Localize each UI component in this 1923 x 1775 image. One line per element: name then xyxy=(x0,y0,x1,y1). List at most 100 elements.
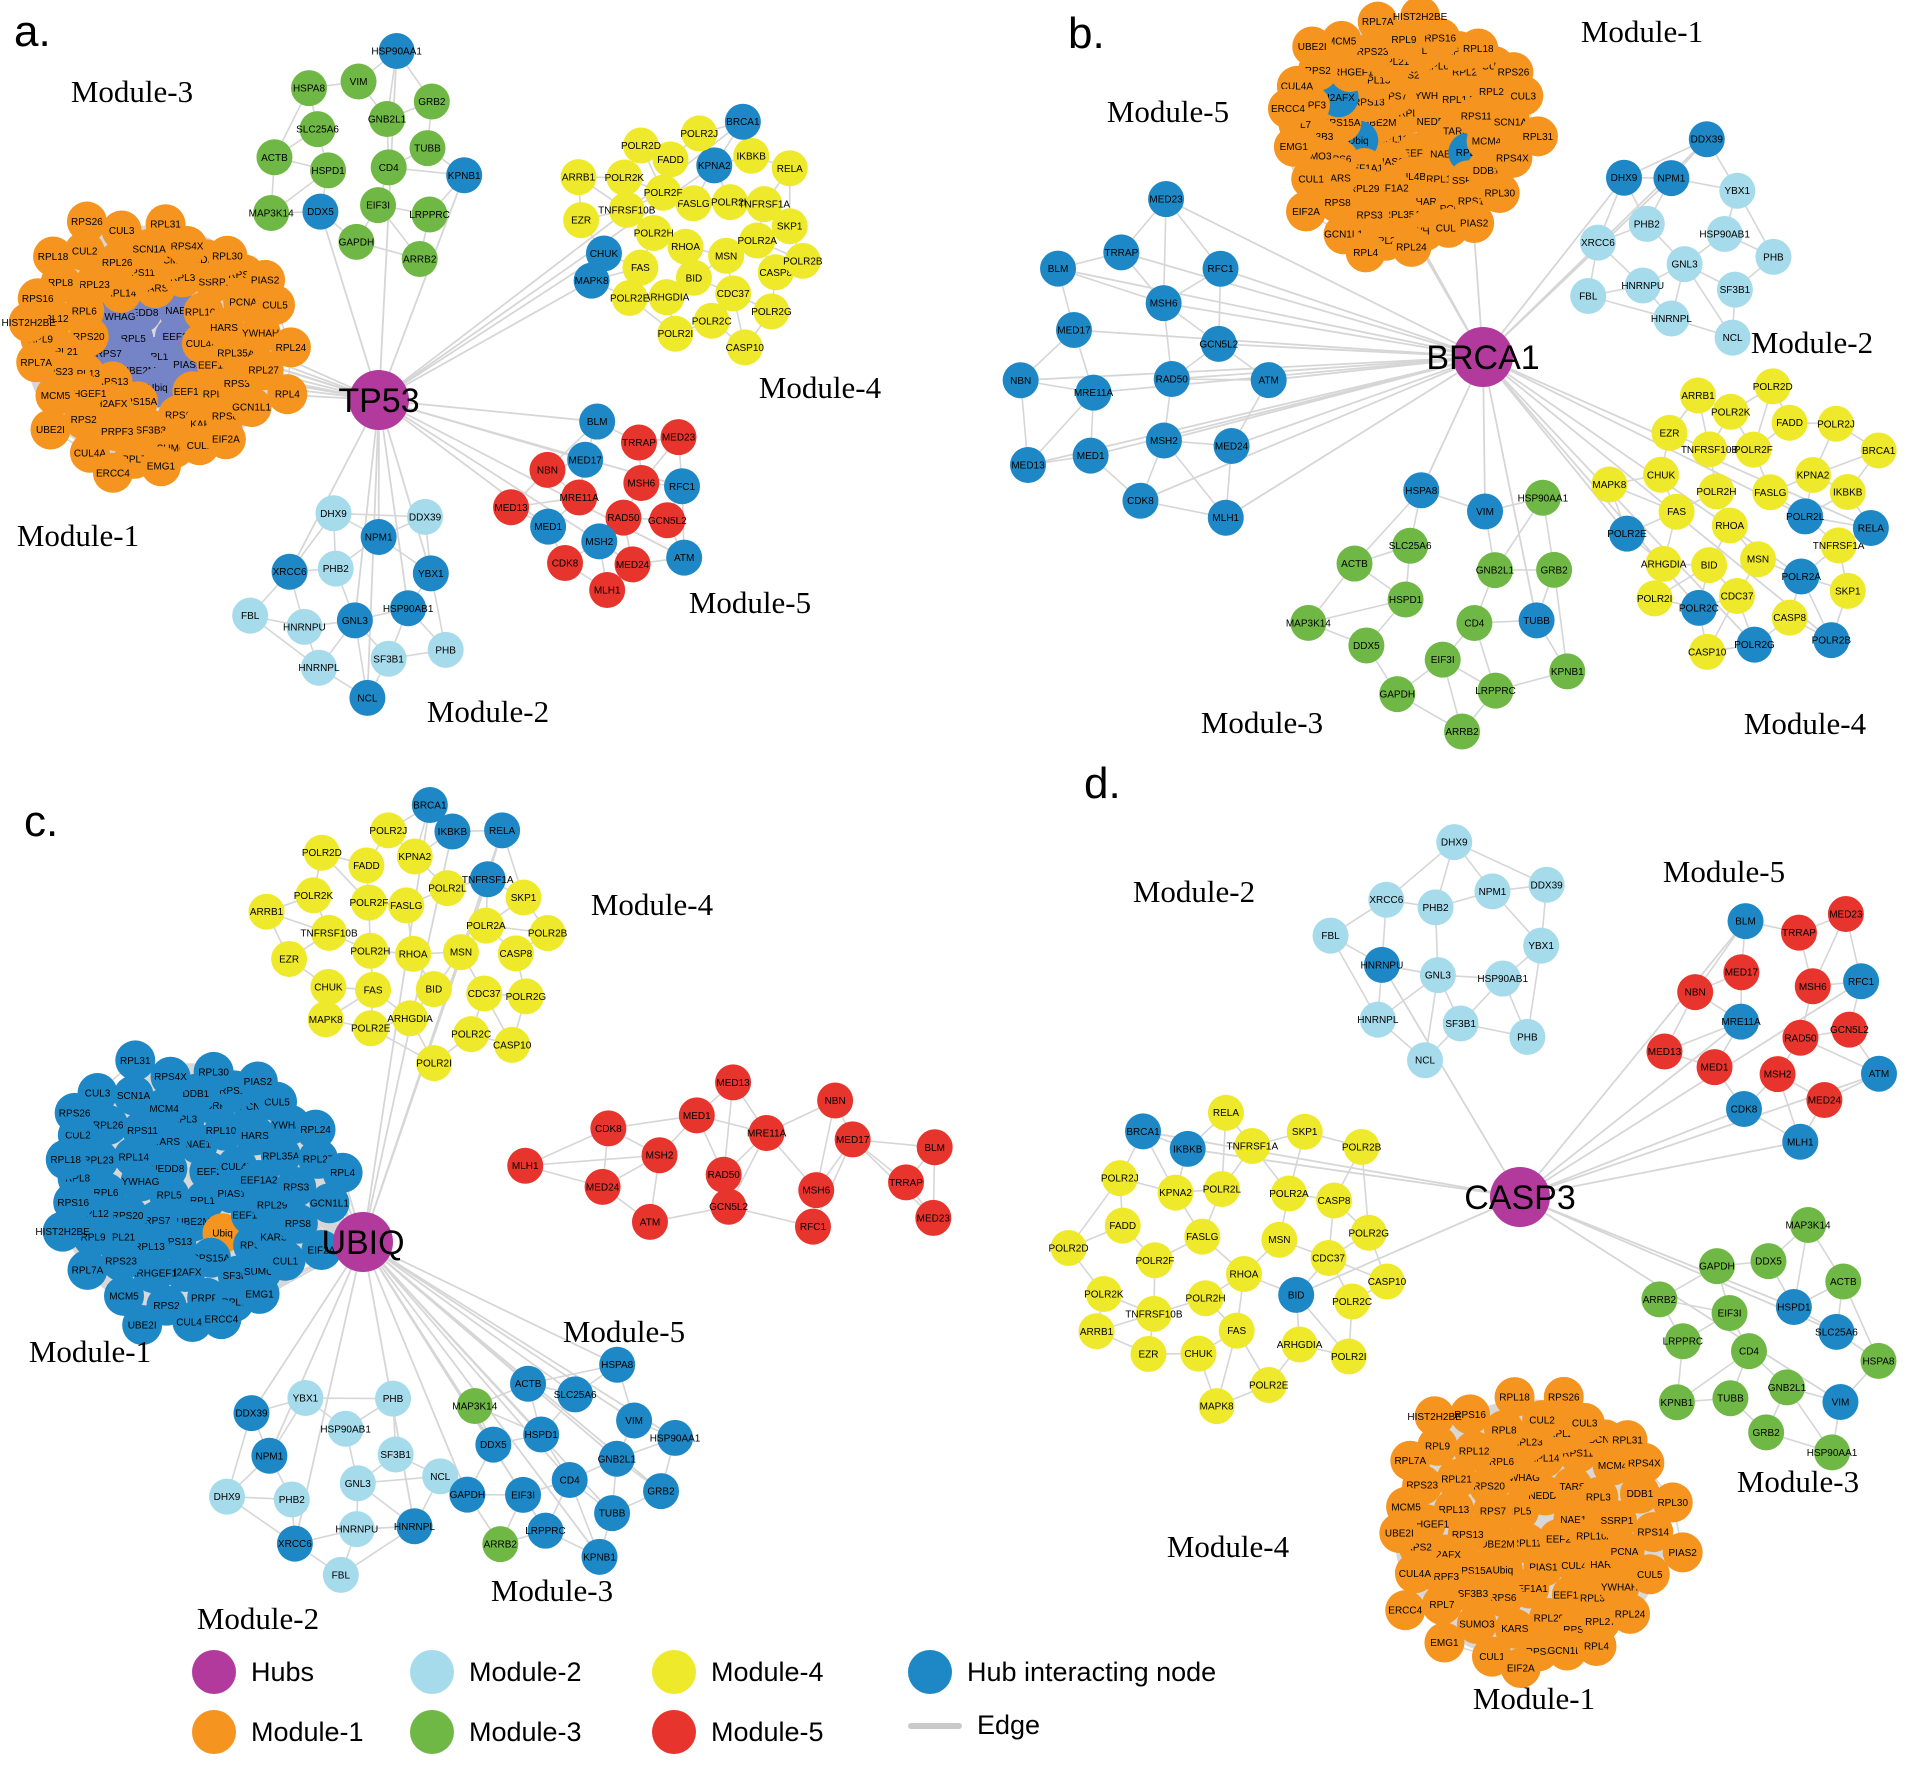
node-label: H2AFX xyxy=(95,399,128,410)
node-label: ATM xyxy=(1869,1069,1889,1080)
node-label: RPS15A xyxy=(119,397,158,408)
node-label: EEF1A2 xyxy=(1371,183,1409,194)
node-ERCC4: ERCC4 xyxy=(92,452,133,493)
node-PHB2: PHB2 xyxy=(317,550,354,587)
node-RPS2: RPS2 xyxy=(63,399,104,440)
node-label: DHX9 xyxy=(1611,173,1638,184)
node-label: POLR2D xyxy=(302,848,342,859)
node-label: PCNA xyxy=(229,297,257,308)
node-label: CUL2 xyxy=(65,1131,91,1142)
node-RPL24: RPL24 xyxy=(295,1109,336,1150)
node-label: POLR2G xyxy=(1348,1228,1389,1239)
node-HSPD1: HSPD1 xyxy=(1387,581,1424,618)
node-ATM: ATM xyxy=(666,539,703,576)
node-label: ARHGEF1 xyxy=(1326,67,1374,78)
node-RHOA: RHOA xyxy=(667,228,704,265)
node-PIAS2: PIAS2 xyxy=(237,1061,278,1102)
node-EMG1: EMG1 xyxy=(239,1273,280,1314)
node-RPL30: RPL30 xyxy=(207,235,248,276)
node-label: RPS11 xyxy=(124,268,155,279)
node-label: SF3B3 xyxy=(223,1271,254,1282)
node-GCN1L1: GCN1L1 xyxy=(1546,1630,1587,1671)
node-label: UBE2M xyxy=(1362,118,1396,129)
node-label: POLR2F xyxy=(644,188,683,199)
node-label: RPL5 xyxy=(121,334,146,345)
node-DDX39: DDX39 xyxy=(1688,121,1725,158)
node-label: NAE1 xyxy=(165,306,192,317)
node-label: PHB2 xyxy=(279,1495,306,1506)
node-SF3B1: SF3B1 xyxy=(377,1436,414,1473)
node-MSH6: MSH6 xyxy=(798,1172,835,1209)
node-label: SF3B3 xyxy=(136,425,167,436)
node-label: HIST2H2BE xyxy=(1393,12,1448,23)
node-XRCC6: XRCC6 xyxy=(1579,224,1616,261)
node-label: EEF2 xyxy=(163,332,188,343)
node-label: EEF1A1 xyxy=(1511,1584,1549,1595)
node-label: DDX5 xyxy=(307,207,334,218)
node-label: ARRB1 xyxy=(1681,391,1715,402)
node-label: FBL xyxy=(241,611,260,622)
node-SSRP1: SSRP1 xyxy=(1596,1500,1637,1541)
node-label: CD4 xyxy=(379,163,399,174)
node-label: RPL18 xyxy=(1463,44,1494,55)
node-label: RAD50 xyxy=(1784,1033,1817,1044)
node-label: RPS20 xyxy=(112,1211,144,1222)
node-label: CHUK xyxy=(314,983,343,994)
node-label: RPL7A xyxy=(20,358,52,369)
node-label: TRRAP xyxy=(622,438,656,449)
node-label: VIM xyxy=(1832,1398,1850,1409)
node-CASP10: CASP10 xyxy=(1688,633,1727,670)
node-label: RPL13 xyxy=(1439,1505,1470,1516)
node-TUBB: TUBB xyxy=(1712,1380,1749,1417)
node-label: HSPD1 xyxy=(311,166,345,177)
node-PHB2: PHB2 xyxy=(1628,205,1665,242)
node-POLR2C: POLR2C xyxy=(1679,589,1719,626)
node-RPS3: RPS3 xyxy=(276,1167,317,1208)
node-label: RPS3 xyxy=(283,1183,310,1194)
node-SLC25A6: SLC25A6 xyxy=(1389,527,1432,564)
node-HSP90AB1: HSP90AB1 xyxy=(320,1410,371,1447)
node-label: POLR2E xyxy=(1607,529,1647,540)
node-label: MRE11A xyxy=(1721,1017,1761,1028)
node-label: MCM4 xyxy=(149,1104,179,1115)
node-SF3B1: SF3B1 xyxy=(1716,271,1753,308)
node-label: BRCA1 xyxy=(413,800,447,811)
node-label: RPS8 xyxy=(1325,198,1352,209)
node-HSP90AB1: HSP90AB1 xyxy=(1477,960,1528,997)
node-MAPK8: MAPK8 xyxy=(573,262,610,299)
nodes: GNL3 PHB2 HSP90AB1 HNRNPU NPM1 SF3B1 XRCC6 YBX1… xyxy=(1049,824,1897,1689)
node-GNL3: GNL3 xyxy=(1419,957,1456,994)
node-label: CDK8 xyxy=(1731,1105,1758,1116)
node-label: MAP3K14 xyxy=(249,209,294,220)
node-label: ARRB1 xyxy=(250,907,284,918)
node-PIAS2: PIAS2 xyxy=(1662,1532,1703,1573)
node-GCN5L2: GCN5L2 xyxy=(709,1188,748,1225)
node-label: GCN5L2 xyxy=(1830,1025,1869,1036)
node-label: YBX1 xyxy=(418,569,444,580)
node-NCL: NCL xyxy=(1714,319,1751,356)
node-label: DDX39 xyxy=(409,512,442,523)
node-label: RPL4 xyxy=(1584,1641,1609,1652)
node-label: MSH2 xyxy=(1764,1070,1792,1081)
node-label: POLR2F xyxy=(1135,1256,1174,1267)
node-label: POLR2D xyxy=(621,141,661,152)
node-label: RPS14 xyxy=(228,270,260,281)
node-label: H2AFX xyxy=(169,1267,202,1278)
node-label: RPS2 xyxy=(1406,1542,1433,1553)
node-ARHGDIA: ARHGDIA xyxy=(387,1000,433,1037)
legend-label: Module-3 xyxy=(469,1716,582,1747)
node-label: RPL11 xyxy=(1512,1539,1542,1550)
node-POLR2I: POLR2I xyxy=(657,315,694,352)
node-KPNB1: KPNB1 xyxy=(581,1538,618,1575)
node-GNB2L1: GNB2L1 xyxy=(1476,552,1515,589)
module-2-color-swatch xyxy=(410,1650,454,1694)
node-HSP90AA1: HSP90AA1 xyxy=(371,33,422,70)
node-label: POLR2I xyxy=(416,1059,452,1070)
module-label-module-1: Module-1 xyxy=(1581,14,1703,49)
node-label: VIM xyxy=(1476,507,1494,518)
node-label: NCL xyxy=(357,693,377,704)
node-CUL2: CUL2 xyxy=(64,231,105,272)
node-ERCC4: ERCC4 xyxy=(1267,88,1308,129)
node-label: CD4 xyxy=(1464,618,1484,629)
node-MED13: MED13 xyxy=(1646,1033,1683,1070)
